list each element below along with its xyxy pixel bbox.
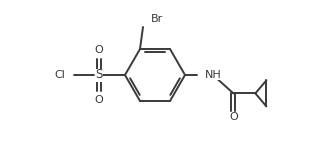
Text: S: S <box>95 69 103 82</box>
Text: Cl: Cl <box>54 70 65 80</box>
Text: O: O <box>95 45 103 55</box>
Text: NH: NH <box>205 70 222 80</box>
Text: O: O <box>229 112 238 122</box>
Text: Br: Br <box>151 14 163 24</box>
Text: O: O <box>95 95 103 105</box>
